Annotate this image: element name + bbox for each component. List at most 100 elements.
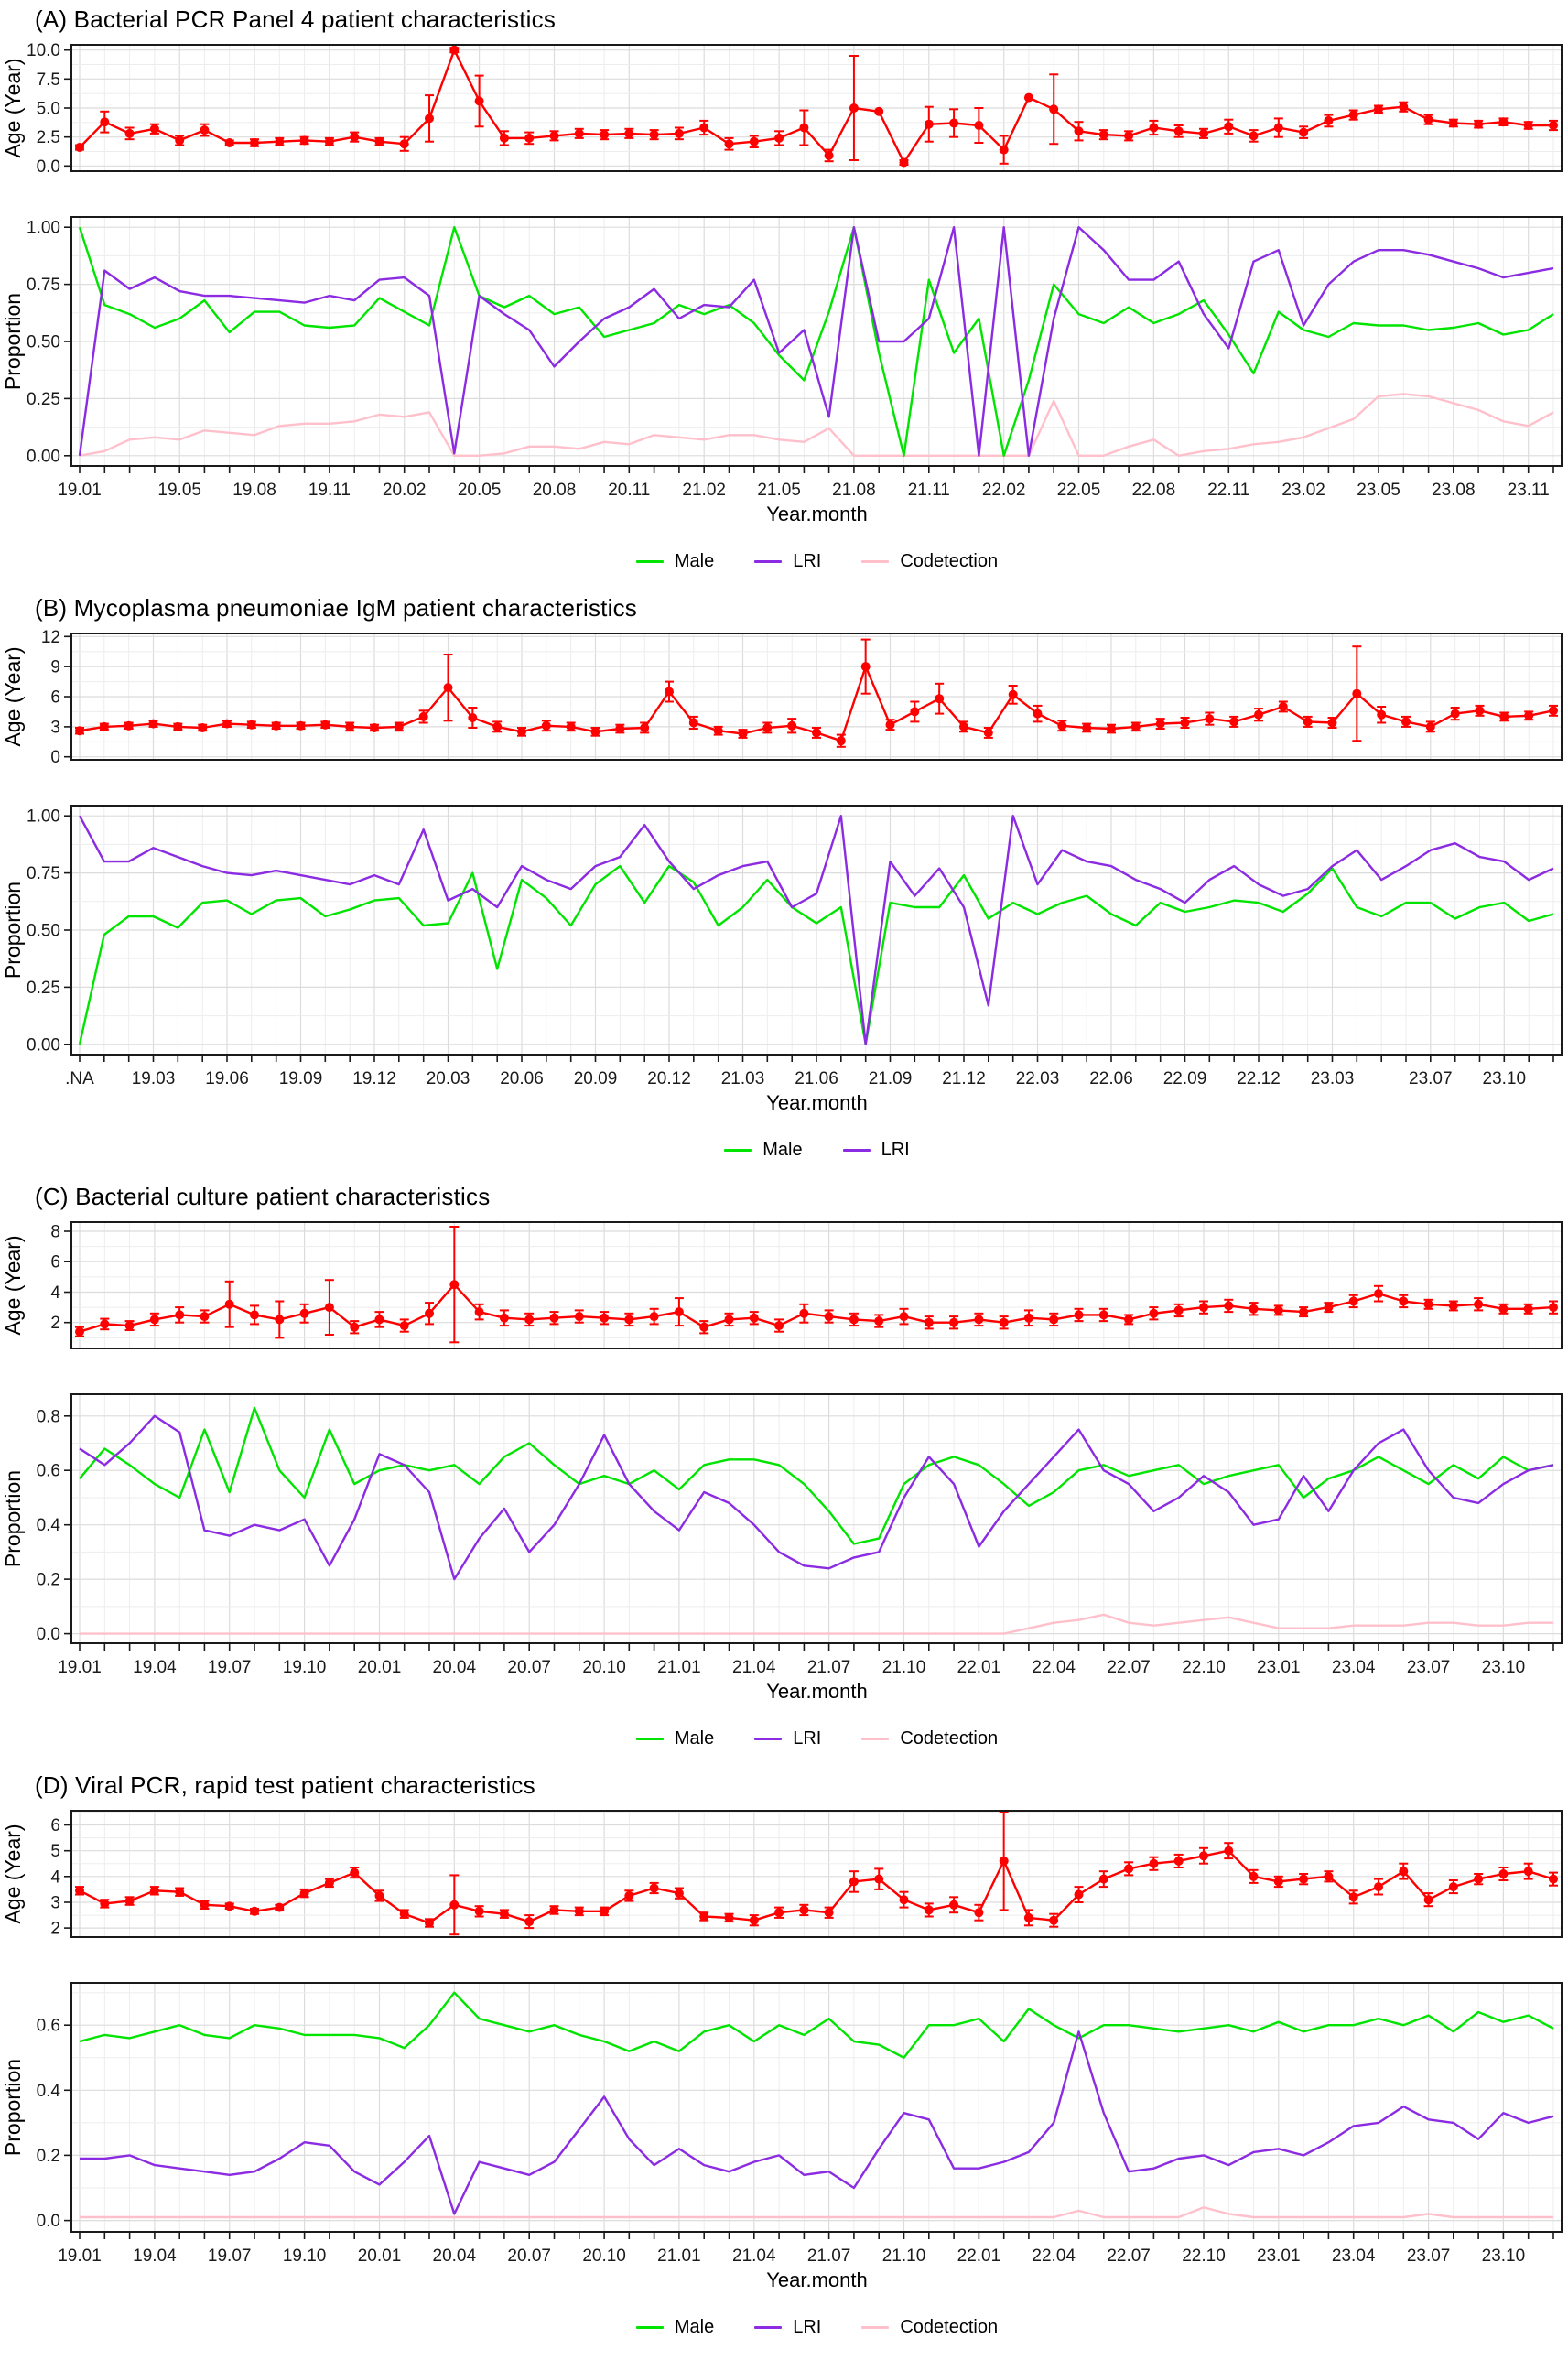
legend-key-icon <box>842 1148 871 1152</box>
grid <box>71 1983 1562 2232</box>
y-tick-label: 0.2 <box>37 2147 60 2166</box>
line-lri <box>78 815 1554 1045</box>
series-lines <box>79 1991 1554 2219</box>
series-lines <box>78 815 1554 1045</box>
line-codetection <box>80 2206 1553 2219</box>
x-tick-label: 21.05 <box>757 481 801 500</box>
age-chart: 0 3 6 9 12 Age (Year) <box>1 628 1563 767</box>
x-tick-label: 20.07 <box>507 2246 551 2266</box>
y-tick-label: 0.25 <box>27 979 60 998</box>
x-tick-label: 23.04 <box>1332 2246 1376 2266</box>
y-tick-label: 12 <box>41 628 60 647</box>
x-tick-label: 23.10 <box>1482 2246 1526 2266</box>
panel-border <box>70 1393 1563 1644</box>
x-tick-label: 19.07 <box>208 2246 252 2266</box>
line-lri <box>78 226 1554 457</box>
y-tick-label: 0.00 <box>27 1035 60 1055</box>
y-tick-label: 0.50 <box>27 333 60 352</box>
line-male <box>78 864 1554 1045</box>
y-axis: 0.00 0.25 0.50 0.75 1.00 <box>27 807 71 1055</box>
legend-key-icon <box>861 2325 890 2329</box>
x-tick-label: 20.10 <box>582 2246 626 2266</box>
error-bars <box>75 1226 1558 1344</box>
x-tick-label: 22.06 <box>1089 1069 1133 1088</box>
legend-item-lri: LRI <box>754 551 821 572</box>
panel-d: (D) Viral PCR, rapid test patient charac… <box>0 1771 1568 2338</box>
y-tick-label: 6 <box>50 1253 60 1272</box>
legend-label: Codetection <box>900 550 999 571</box>
panel-border <box>70 1982 1563 2233</box>
legend-label: Male <box>674 1727 715 1748</box>
legend-item-lri: LRI <box>754 2317 821 2338</box>
x-tick-label: 19.04 <box>133 1658 177 1677</box>
x-tick-label: 23.07 <box>1407 1658 1451 1677</box>
x-tick-label: 21.10 <box>882 2246 926 2266</box>
legend: Male LRI Codetection <box>33 2316 1568 2338</box>
x-tick-label: 22.04 <box>1032 2246 1076 2266</box>
x-tick-label: 20.11 <box>608 481 650 500</box>
x-tick-label: 19.10 <box>283 1658 327 1677</box>
x-tick-label: 21.07 <box>807 1658 851 1677</box>
panel-a: (A) Bacterial PCR Panel 4 patient charac… <box>0 5 1568 572</box>
y-tick-label: 2 <box>50 1314 60 1333</box>
y-tick-label: 5.0 <box>37 100 60 119</box>
y-axis-title: Age (Year) <box>1 58 25 157</box>
x-tick-label: 22.08 <box>1132 481 1176 500</box>
x-tick-label: 21.09 <box>869 1069 913 1088</box>
y-axis-title: Proportion <box>1 882 25 979</box>
y-tick-label: 4 <box>50 1283 60 1303</box>
x-tick-label: 22.03 <box>1016 1069 1060 1088</box>
y-tick-label: 0.25 <box>27 390 60 409</box>
x-tick-label: 21.04 <box>732 1658 776 1677</box>
panel-c: (C) Bacterial culture patient characteri… <box>0 1183 1568 1749</box>
x-tick-label: 19.06 <box>205 1069 249 1088</box>
x-tick-label: 22.07 <box>1107 1658 1151 1677</box>
y-axis: 2 3 4 5 6 <box>50 1816 71 1939</box>
y-tick-label: 0.4 <box>37 1516 61 1535</box>
y-tick-label: 0.75 <box>27 276 60 295</box>
x-tick-label: 20.12 <box>647 1069 691 1088</box>
x-tick-label: 22.05 <box>1057 481 1101 500</box>
proportion-chart: 0.0 0.2 0.4 0.6 0.8 Proportion 19.01 19.04 19.07… <box>1 1393 1563 1677</box>
x-tick-label: 22.01 <box>957 1658 1001 1677</box>
legend-item-codetection: Codetection <box>861 551 998 572</box>
data-points <box>75 662 1558 746</box>
panel-title: (A) Bacterial PCR Panel 4 patient charac… <box>35 5 557 33</box>
y-axis: 0 3 6 9 12 <box>41 628 71 767</box>
data-points <box>75 1846 1558 1928</box>
x-tick-label: 22.09 <box>1163 1069 1207 1088</box>
legend-label: Male <box>762 1139 803 1160</box>
legend-key-icon <box>861 559 890 563</box>
y-tick-label: 0.0 <box>37 157 60 177</box>
y-tick-label: 1.00 <box>27 807 60 827</box>
grid <box>71 1222 1562 1348</box>
line-lri <box>79 1414 1554 1581</box>
x-tick-label: 19.11 <box>308 481 351 500</box>
y-tick-label: 0 <box>50 748 60 767</box>
y-tick-label: 2.5 <box>37 128 60 147</box>
legend-item-lri: LRI <box>754 1728 821 1749</box>
x-tick-label: 23.10 <box>1482 1658 1526 1677</box>
x-axis: 19.01 19.04 19.07 19.10 20.01 20.04 20.07 20.10… <box>58 2232 1554 2266</box>
x-tick-label: 23.08 <box>1432 481 1476 500</box>
y-axis-title: Proportion <box>1 1470 25 1567</box>
y-axis-title: Age (Year) <box>1 646 25 746</box>
proportion-chart: 0.00 0.25 0.50 0.75 1.00 Proportion 19.01 19.05… <box>1 216 1563 500</box>
legend-key-icon <box>635 559 664 563</box>
x-tick-label: 22.10 <box>1182 1658 1226 1677</box>
y-tick-label: 0.0 <box>37 1625 60 1644</box>
series-lines <box>79 1406 1554 1635</box>
legend-key-icon <box>754 2325 783 2329</box>
grid <box>71 1394 1562 1643</box>
x-tick-label: 22.11 <box>1207 481 1249 500</box>
x-tick-label: 20.04 <box>433 1658 477 1677</box>
y-axis: 2 4 6 8 <box>50 1223 71 1333</box>
x-tick-label: 19.10 <box>283 2246 327 2266</box>
legend: Male LRI <box>33 1139 1568 1161</box>
line-male <box>79 1406 1554 1545</box>
legend-item-male: Male <box>635 2317 714 2338</box>
x-tick-label: 19.12 <box>352 1069 396 1088</box>
y-tick-label: 4 <box>50 1867 60 1887</box>
x-tick-label: 20.07 <box>507 1658 551 1677</box>
